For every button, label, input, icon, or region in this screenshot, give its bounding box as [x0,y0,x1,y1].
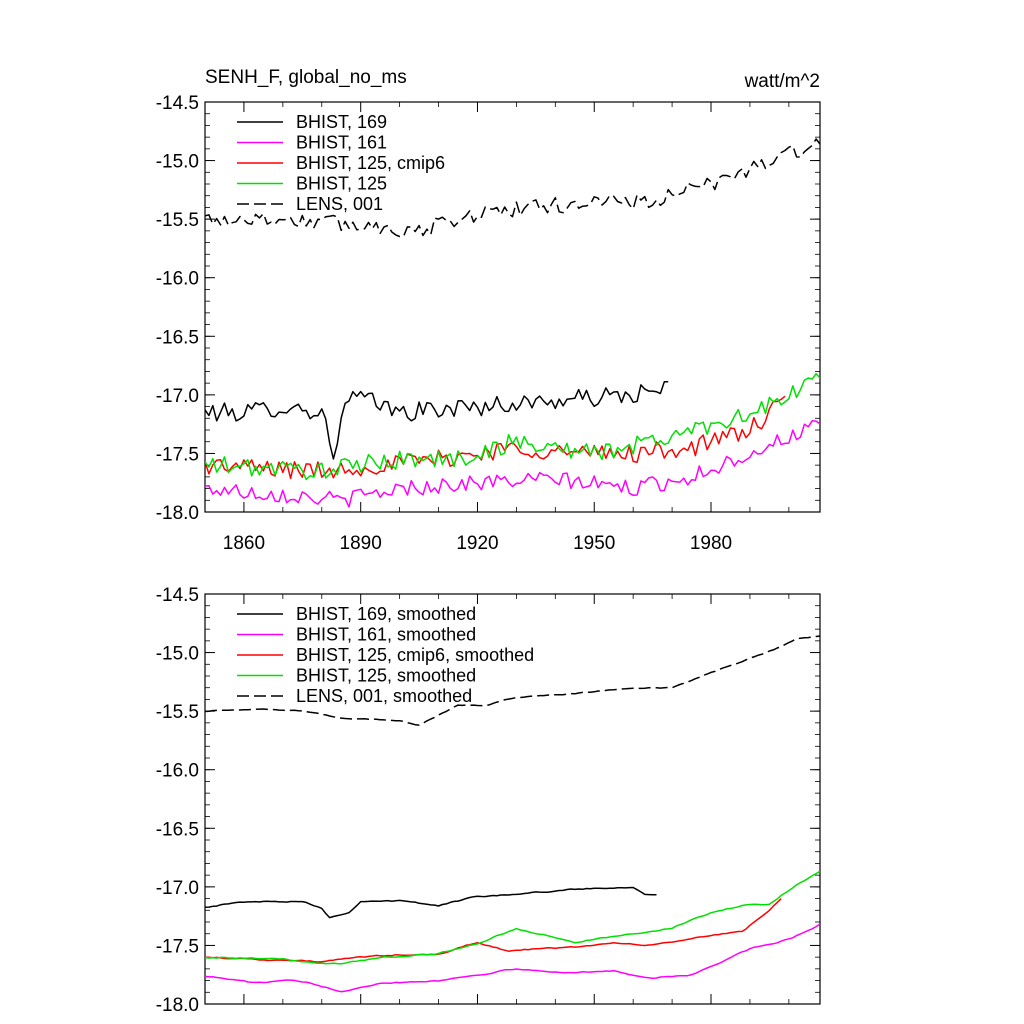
series-line-1 [205,419,820,508]
y-tick-label: -14.5 [156,93,199,114]
x-tick-label: 1980 [690,533,732,554]
panel-bottom: -18.0 -17.5 -17.0 -16.5 -16.0 -15.5 -15.0 -14.5… [156,585,821,1016]
y-tick-label: -16.5 [156,819,199,840]
legend-label-4: LENS, 001, smoothed [296,686,472,706]
legend-label-0: BHIST, 169 [296,112,387,132]
legend-label-2: BHIST, 125, cmip6, smoothed [296,645,534,665]
series-line-4 [205,138,820,238]
y-tick-label: -17.0 [156,386,199,407]
legend-label-0: BHIST, 169, smoothed [296,604,476,624]
plot-frame [204,101,821,513]
y-tick-label: -16.0 [156,269,199,290]
series-line-3 [205,372,820,481]
y-tick-label: -15.5 [156,210,199,231]
legend-label-2: BHIST, 125, cmip6 [296,153,445,173]
chart-title: SENH_F, global_no_ms [205,67,407,88]
series-line-0 [205,886,657,919]
x-tick-label: 1920 [456,533,498,554]
series-line-4 [205,635,820,726]
series-line-0 [205,381,669,460]
y-tick-label: -14.5 [156,585,199,606]
plot-frame [204,593,821,1005]
x-tick-label: 1860 [223,533,265,554]
y-tick-label: -16.0 [156,761,199,782]
legend-label-1: BHIST, 161, smoothed [296,625,476,645]
series-line-2 [205,898,782,963]
series-line-1 [205,923,820,993]
y-tick-label: -15.0 [156,644,199,665]
chart-units: watt/m^2 [744,71,820,92]
y-tick-label: -15.0 [156,152,199,173]
x-tick-label: 1890 [340,533,382,554]
legend-label-3: BHIST, 125, smoothed [296,666,476,686]
y-tick-label: -17.0 [156,878,199,899]
y-tick-label: -17.5 [156,444,199,465]
legend-label-3: BHIST, 125 [296,174,387,194]
y-tick-label: -16.5 [156,327,199,348]
y-tick-label: -15.5 [156,702,199,723]
y-tick-label: -18.0 [156,503,199,524]
legend-label-4: LENS, 001 [296,194,383,214]
series-line-2 [205,395,786,480]
y-tick-label: -18.0 [156,995,199,1016]
y-tick-label: -17.5 [156,936,199,957]
series-line-3 [205,870,820,965]
panel-top: -18.0 -17.5 -17.0 -16.5 -16.0 -15.5 -15.0 -14.5… [156,93,821,554]
legend-label-1: BHIST, 161 [296,133,387,153]
x-tick-label: 1950 [573,533,615,554]
